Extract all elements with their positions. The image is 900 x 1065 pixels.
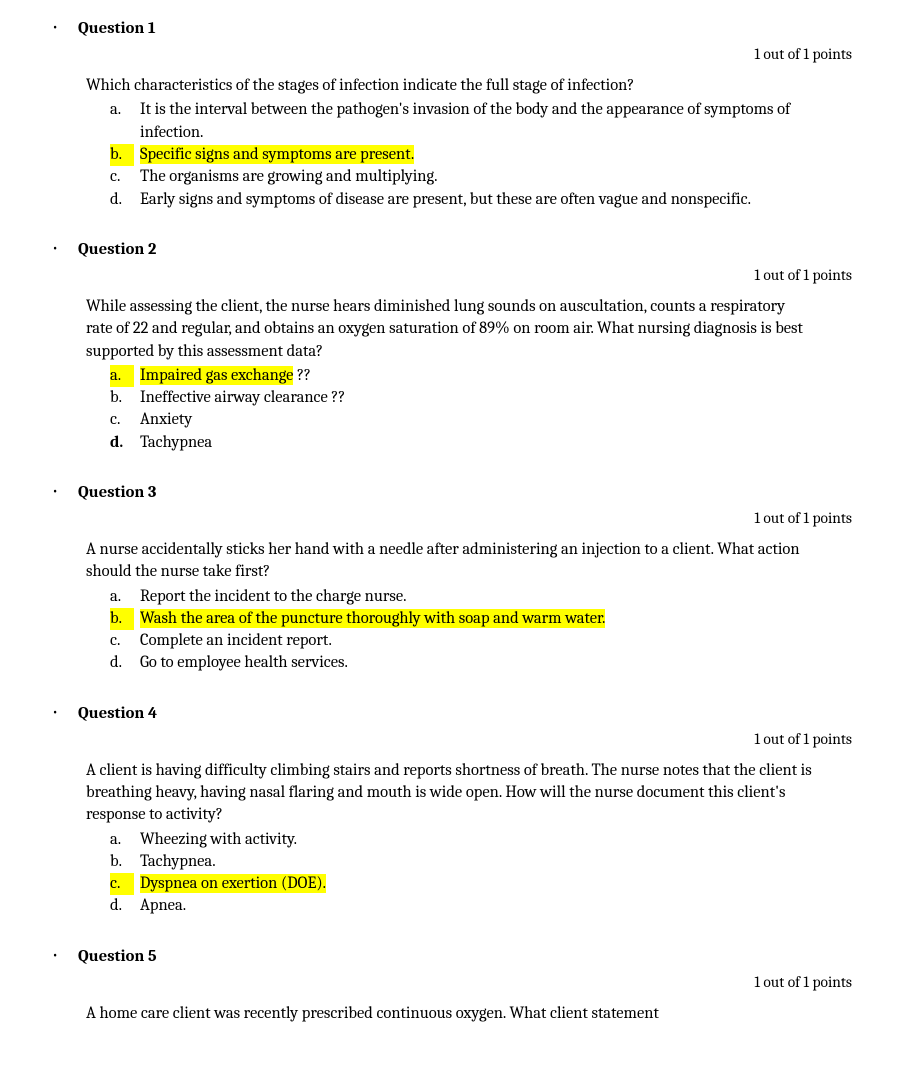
question-header: •Question 3: [44, 482, 856, 504]
option-letter: c.: [110, 873, 134, 895]
options-list: a. Wheezing with activity. b. Tachypnea. c. D…: [44, 829, 814, 918]
question-header: •Question 4: [44, 703, 856, 725]
question-block: •Question 5 1 out of 1 points A home care …: [44, 946, 856, 1025]
option-item: a. It is the interval between the pathoge…: [110, 99, 814, 144]
option-letter: d.: [110, 895, 134, 917]
option-item: d. Go to employee health services.: [110, 652, 814, 674]
option-item: a. Impaired gas exchange ??: [110, 365, 814, 387]
document-page: •Question 11 out of 1 pointsWhich charac…: [0, 0, 900, 1065]
option-letter: d.: [110, 652, 134, 674]
option-item: d. Tachypnea: [110, 432, 814, 454]
option-text: Apnea.: [140, 896, 186, 915]
option-item: c. Dyspnea on exertion (DOE).: [110, 873, 814, 895]
option-text: The organisms are growing and multiplyin…: [140, 167, 437, 186]
question-header: •Question 1: [44, 18, 856, 40]
option-item: b. Ineffective airway clearance ??: [110, 387, 814, 409]
question-stem: Which characteristics of the stages of i…: [44, 75, 814, 97]
option-letter: c.: [110, 409, 134, 431]
option-letter: b.: [110, 851, 134, 873]
options-list: a. It is the interval between the pathoge…: [44, 99, 814, 210]
question-stem: A home care client was recently prescrib…: [44, 1003, 814, 1025]
option-item: c. The organisms are growing and multiply…: [110, 166, 814, 188]
question-header: •Question 2: [44, 239, 856, 261]
option-letter: a.: [110, 99, 134, 121]
points-label: 1 out of 1 points: [44, 44, 856, 65]
bullet-icon: •: [52, 484, 58, 498]
question-title: Question 3: [44, 482, 156, 504]
option-letter: b.: [110, 387, 134, 409]
option-item: a. Wheezing with activity.: [110, 829, 814, 851]
question-block: •Question 1 1 out of 1 points Which charac…: [44, 18, 856, 211]
option-letter: c.: [110, 630, 134, 652]
question-stem: While assessing the client, the nurse he…: [44, 296, 814, 363]
question-block: •Question 3 1 out of 1 points A nurse acci…: [44, 482, 856, 675]
bullet-icon: •: [52, 241, 58, 255]
option-text: Specific signs and symptoms are present.: [140, 145, 414, 164]
option-text: Tachypnea: [140, 433, 212, 452]
option-text: Complete an incident report.: [140, 631, 332, 650]
option-letter: b.: [110, 608, 134, 630]
option-letter: a.: [110, 365, 134, 387]
option-text: It is the interval between the pathogen'…: [140, 100, 790, 141]
option-item: b. Tachypnea.: [110, 851, 814, 873]
option-letter: c.: [110, 166, 134, 188]
option-item: c. Complete an incident report.: [110, 630, 814, 652]
option-text: Early signs and symptoms of disease are …: [140, 190, 751, 209]
option-text: Go to employee health services.: [140, 653, 348, 672]
question-title: Question 1: [44, 18, 156, 40]
question-title: Question 4: [44, 703, 157, 725]
points-label: 1 out of 1 points: [44, 729, 856, 750]
option-item: a. Report the incident to the charge nurs…: [110, 586, 814, 608]
option-item: b. Specific signs and symptoms are presen…: [110, 144, 814, 166]
question-stem: A client is having difficulty climbing s…: [44, 760, 814, 827]
option-letter: b.: [110, 144, 134, 166]
option-item: d. Apnea.: [110, 895, 814, 917]
bullet-icon: •: [52, 948, 58, 962]
question-block: •Question 2 1 out of 1 points While assess…: [44, 239, 856, 454]
question-stem: A nurse accidentally sticks her hand wit…: [44, 539, 814, 584]
option-text: Impaired gas exchange: [140, 366, 293, 385]
option-letter: a.: [110, 829, 134, 851]
option-item: d. Early signs and symptoms of disease ar…: [110, 189, 814, 211]
options-list: a. Report the incident to the charge nurs…: [44, 586, 814, 675]
points-label: 1 out of 1 points: [44, 972, 856, 993]
question-title: Question 2: [44, 239, 156, 261]
question-header: •Question 5: [44, 946, 856, 968]
option-text: Wash the area of the puncture thoroughly…: [140, 609, 605, 628]
option-text: Dyspnea on exertion (DOE).: [140, 874, 326, 893]
option-text: Ineffective airway clearance ??: [140, 388, 345, 407]
option-text: Wheezing with activity.: [140, 830, 297, 849]
points-label: 1 out of 1 points: [44, 265, 856, 286]
bullet-icon: •: [52, 20, 58, 34]
question-block: •Question 4 1 out of 1 points A client is …: [44, 703, 856, 918]
option-text: Tachypnea.: [140, 852, 216, 871]
question-title: Question 5: [44, 946, 157, 968]
option-letter: a.: [110, 586, 134, 608]
option-letter: d.: [110, 432, 134, 454]
option-letter: d.: [110, 189, 134, 211]
option-text: Anxiety: [140, 410, 192, 429]
bullet-icon: •: [52, 705, 58, 719]
option-item: b. Wash the area of the puncture thorough…: [110, 608, 814, 630]
option-text: Report the incident to the charge nurse.: [140, 587, 407, 606]
option-item: c. Anxiety: [110, 409, 814, 431]
points-label: 1 out of 1 points: [44, 508, 856, 529]
option-suffix: ??: [293, 366, 311, 385]
options-list: a. Impaired gas exchange ?? b. Ineffective …: [44, 365, 814, 454]
